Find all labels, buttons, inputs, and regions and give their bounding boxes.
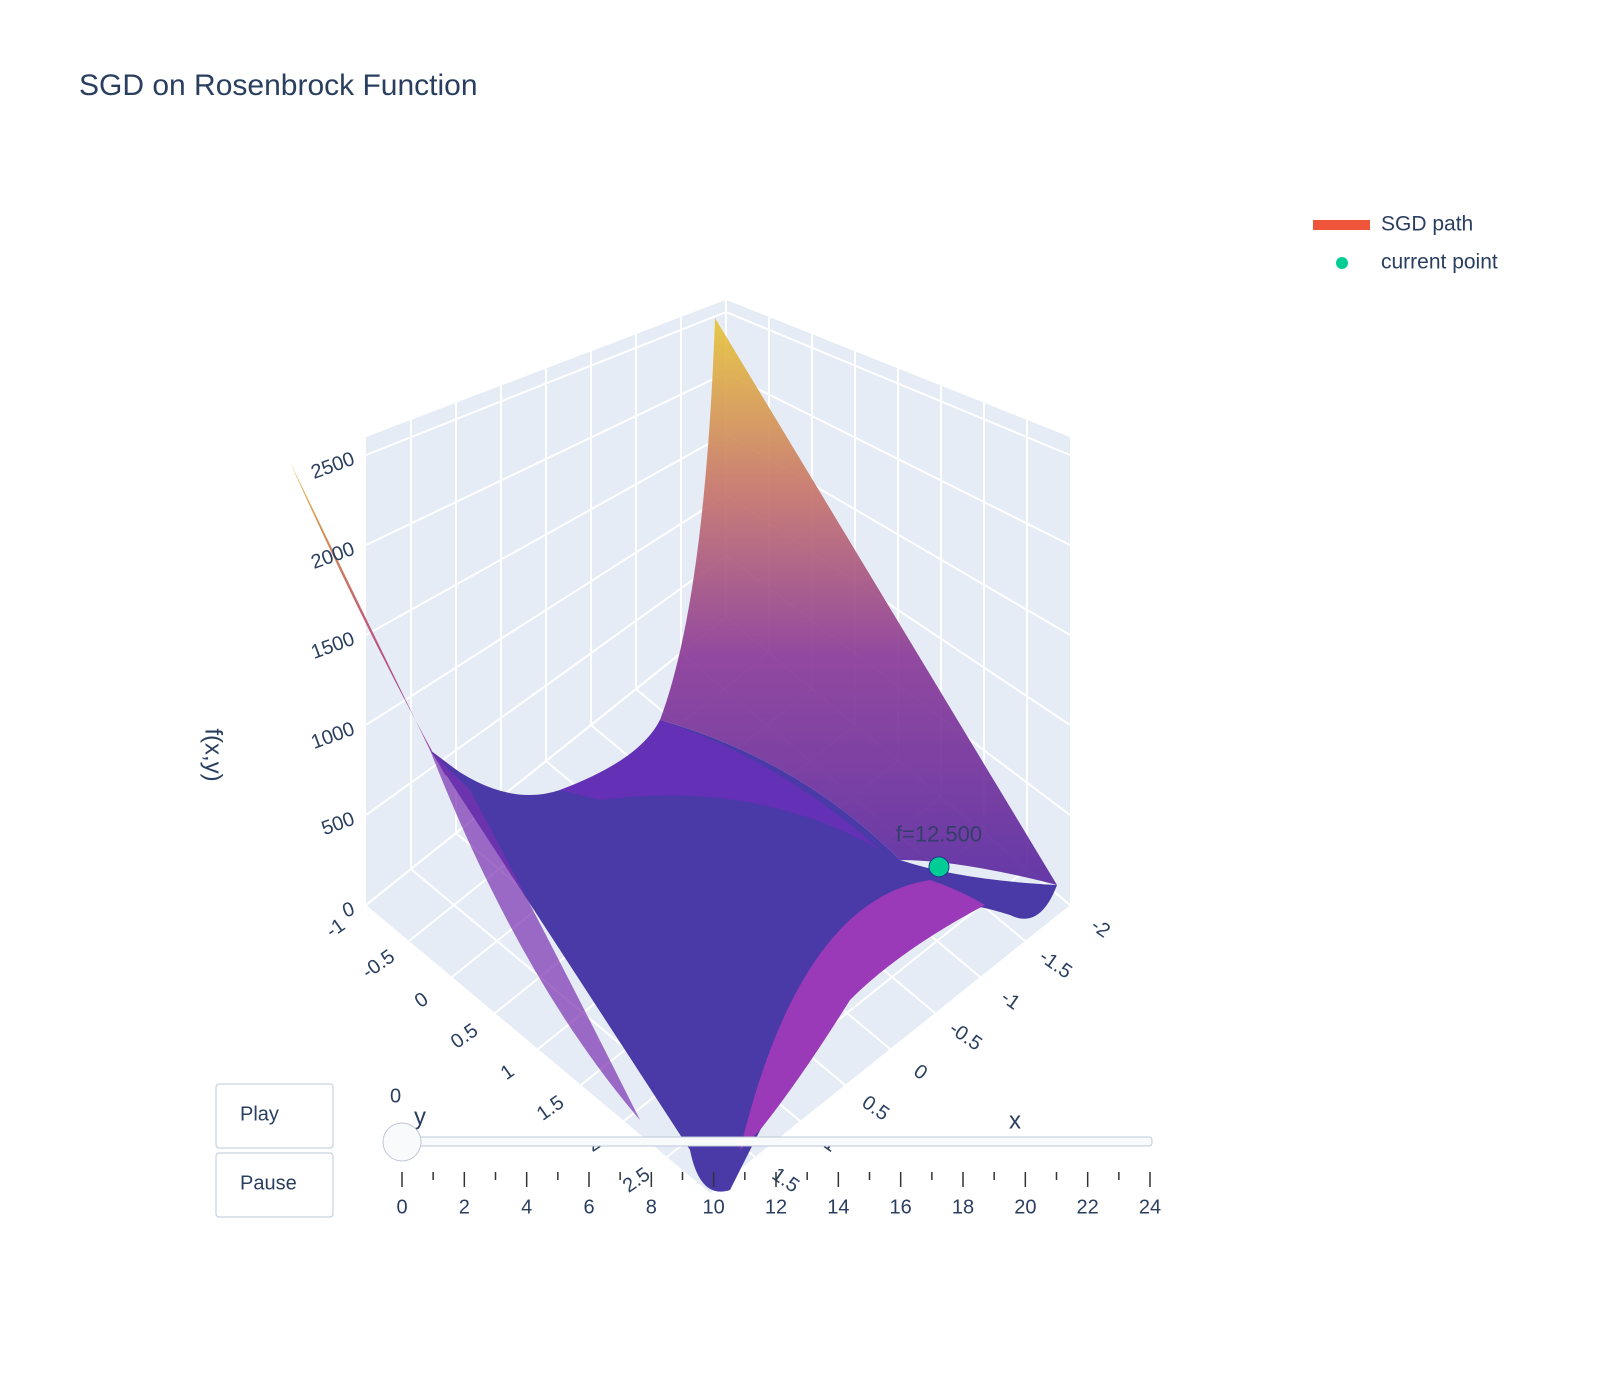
x-tick-label: -1: [997, 986, 1024, 1014]
slider-tick-label: 20: [1014, 1196, 1036, 1218]
y-tick-label: 0: [411, 988, 433, 1012]
surface-band: [430, 750, 640, 1120]
y-tick-label: 1.5: [533, 1091, 568, 1125]
slider-tick-label: 14: [827, 1196, 849, 1218]
surface-ridge: [660, 318, 1057, 885]
slider-tick-label: 24: [1139, 1196, 1161, 1218]
x-tick-label: 0.5: [858, 1091, 893, 1125]
x-tick-label: -0.5: [945, 1018, 986, 1056]
z-tick-label: 1000: [308, 718, 357, 754]
y-tick-label: 0.5: [447, 1019, 482, 1053]
surface-bowl: [740, 880, 985, 1150]
legend-swatch: [1336, 257, 1348, 269]
slider-tick-label: 10: [703, 1196, 725, 1218]
legend: SGD path current point: [1313, 213, 1498, 274]
legend-label: SGD path: [1381, 213, 1473, 236]
slider-tick-label: 22: [1077, 1196, 1099, 1218]
slider-handle[interactable]: [382, 1122, 422, 1162]
slider-tick-label: 16: [890, 1196, 912, 1218]
x-tick-label: -1.5: [1035, 946, 1076, 984]
button-label: Play: [240, 1103, 279, 1125]
x-tick-label: 0: [910, 1060, 932, 1084]
button[interactable]: [215, 1083, 334, 1149]
y-tick-label: 2.5: [619, 1163, 654, 1197]
z-tick-label: 2000: [308, 538, 357, 574]
slider-tick-label: 6: [583, 1196, 594, 1218]
y-tick-label: 1: [497, 1060, 519, 1084]
z-tick-label: 0: [340, 898, 358, 922]
slider-tick-label: 4: [521, 1196, 532, 1218]
x-tick-label: -2: [1087, 914, 1114, 942]
z-tick-label: 1500: [308, 628, 357, 664]
y-axis-title: y: [414, 1103, 426, 1130]
z-axis-title: f(x,y): [200, 728, 227, 781]
slider-tick-label: 2: [459, 1196, 470, 1218]
legend-swatch: [1313, 220, 1370, 230]
x-tick-label: 1.5: [768, 1163, 803, 1197]
legend-label: current point: [1381, 251, 1498, 274]
slider-tick-label: 8: [646, 1196, 657, 1218]
slider-tick-label: 0: [396, 1196, 407, 1218]
slider-tick-label: 18: [952, 1196, 974, 1218]
slider-tick-label: 12: [765, 1196, 787, 1218]
grid-line: [365, 310, 1071, 456]
button-label: Pause: [240, 1172, 297, 1194]
button[interactable]: [215, 1152, 334, 1218]
z-tick-label: 500: [319, 808, 358, 840]
slider-current-value: 0: [390, 1085, 401, 1107]
surface: [290, 318, 1057, 1192]
surface-band: [560, 720, 880, 850]
x-axis-title: x: [1009, 1107, 1021, 1134]
chart-title: SGD on Rosenbrock Function: [79, 69, 478, 102]
current-point: [928, 856, 950, 878]
point-annotation: f=12.500: [896, 822, 982, 847]
y-tick-label: -0.5: [358, 946, 399, 984]
slider-track[interactable]: [401, 1136, 1153, 1147]
z-tick-label: 2500: [308, 448, 357, 484]
surface-valley: [430, 720, 1057, 1192]
